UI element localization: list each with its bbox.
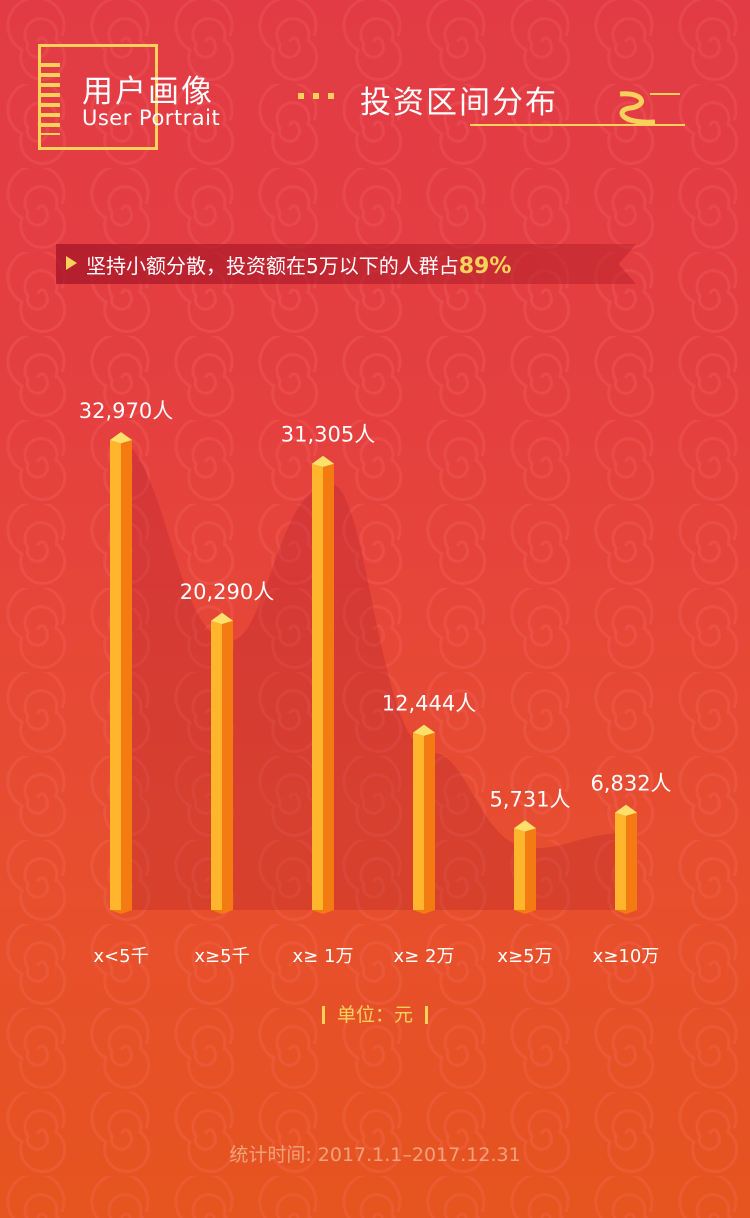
banner-text: 坚持小额分散，投资额在5万以下的人群占89% xyxy=(86,250,511,279)
unit-label: 单位：元 xyxy=(0,1000,750,1027)
x-tick-label: x<5千 xyxy=(93,946,148,967)
banner-message: 坚持小额分散，投资额在5万以下的人群占 xyxy=(86,254,459,278)
bar-front xyxy=(110,440,121,910)
data-label: 32,970人 xyxy=(79,399,173,423)
bar-top xyxy=(110,432,132,444)
swoosh-decoration xyxy=(470,91,685,126)
data-label: 31,305人 xyxy=(281,423,375,447)
banner-percent: 89% xyxy=(458,254,512,279)
bar-side xyxy=(121,440,132,910)
x-tick-label: x≥ 1万 xyxy=(293,946,354,967)
data-label: 12,444人 xyxy=(382,692,476,716)
unit-text: 单位：元 xyxy=(336,1004,413,1026)
bar-bottom xyxy=(211,910,233,914)
bar-top xyxy=(211,612,233,624)
bar-front xyxy=(413,732,424,910)
dots-decoration xyxy=(298,93,334,99)
bar-front xyxy=(211,620,222,910)
x-tick-label: x≥5万 xyxy=(497,946,552,967)
page-title: 用户画像 xyxy=(82,74,214,110)
bar-bottom xyxy=(514,910,536,914)
bar-side xyxy=(222,620,233,910)
title-frame xyxy=(38,44,158,150)
bar-side xyxy=(626,812,637,910)
bar-top xyxy=(615,804,637,816)
section-subtitle: 投资区间分布 xyxy=(360,85,558,121)
bar-front xyxy=(312,463,323,910)
bar-bottom xyxy=(312,910,334,914)
data-label: 6,832人 xyxy=(590,772,671,796)
bar-side xyxy=(424,732,435,910)
highlight-banner xyxy=(56,244,636,284)
bar-top xyxy=(413,724,435,736)
x-tick-label: x≥ 2万 xyxy=(394,946,455,967)
bar-front xyxy=(514,828,525,910)
bar-top xyxy=(514,820,536,832)
bar-side xyxy=(323,463,334,910)
bar-side xyxy=(525,828,536,910)
bar-bottom xyxy=(110,910,132,914)
bar-top xyxy=(312,455,334,467)
area-shadow xyxy=(121,440,634,910)
x-tick-label: x≥10万 xyxy=(593,946,660,967)
data-label: 20,290人 xyxy=(180,580,274,604)
bar-bottom xyxy=(413,910,435,914)
footer-date-range: 统计时间: 2017.1.1–2017.12.31 xyxy=(229,1144,521,1166)
play-arrow-icon xyxy=(66,256,77,270)
x-tick-label: x≥5千 xyxy=(194,946,249,967)
bar-front xyxy=(615,812,626,910)
data-label: 5,731人 xyxy=(489,787,570,811)
page-title-english: User Portrait xyxy=(82,106,221,130)
bar-bottom xyxy=(615,910,637,914)
